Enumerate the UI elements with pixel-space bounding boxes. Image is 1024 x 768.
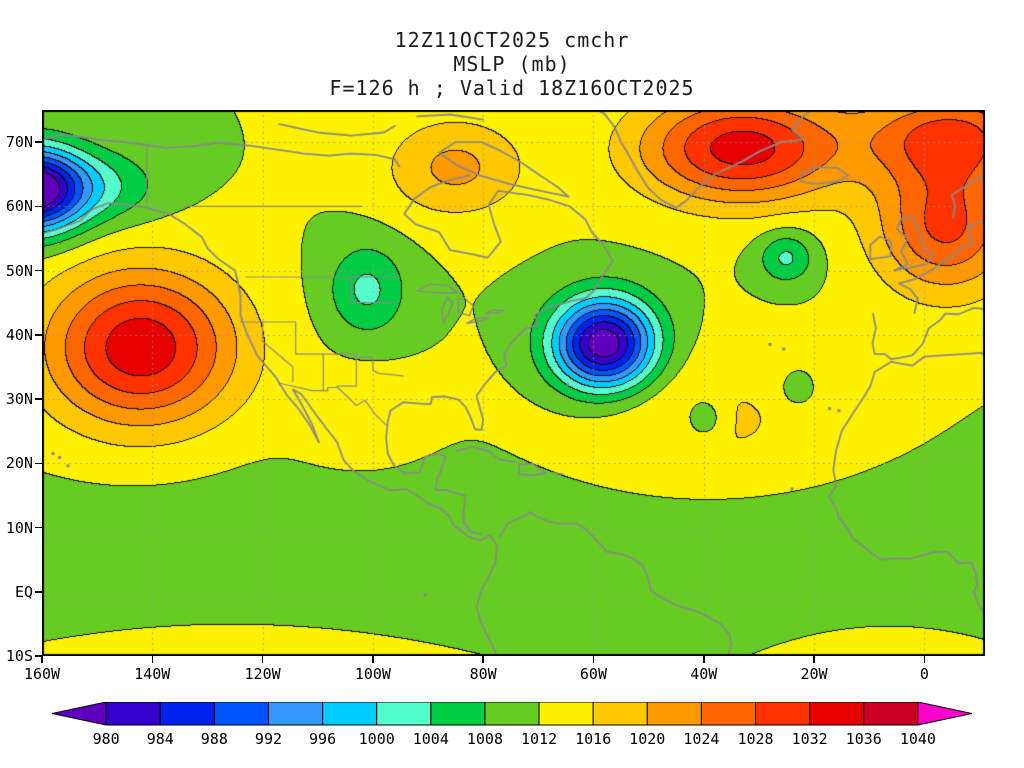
x-tick-label: 160W [23,665,61,683]
x-tick [592,656,595,663]
colorbar-cell [592,702,648,726]
colorbar-tick-label: 1020 [629,730,665,748]
colorbar-tick-label: 1028 [737,730,773,748]
colorbar-tick-label: 988 [201,730,228,748]
y-tick [35,269,42,272]
y-tick-label: 60N [5,197,33,216]
x-tick-label: 120W [244,665,281,683]
colorbar-cell [322,702,378,726]
colorbar-tick-label: 1000 [359,730,395,748]
colorbar-cell [159,702,215,726]
x-tick [151,656,154,663]
x-tick [703,656,705,663]
chart-title-valid: F=126 h ; Valid 18Z16OCT2025 [329,76,695,100]
colorbar-tick-label: 984 [147,730,174,748]
y-tick-label: 40N [5,325,33,344]
colorbar-cell [646,702,702,726]
colorbar-cell [213,702,269,726]
x-tick-label: 80W [469,665,497,683]
y-tick [35,462,42,465]
mslp-contour-map-canvas [42,110,985,656]
colorbar-cell [430,702,486,726]
colorbar-cell [863,702,919,726]
x-tick [813,656,815,663]
colorbar-tick-label: 1008 [467,730,503,748]
y-tick-label: 30N [5,390,33,409]
x-tick [41,656,43,663]
x-tick [923,656,926,663]
colorbar-tick-label: 980 [93,730,120,748]
colorbar-cell [267,702,324,726]
colorbar-tick-label: 1032 [792,730,828,748]
x-tick-label: 140W [134,665,171,683]
x-tick [372,656,374,663]
colorbar-tick-label: 1016 [575,730,611,748]
chart-title-variable: MSLP (mb) [453,52,571,76]
colorbar-cell [755,702,811,726]
pressure-colorbar: 980 984 988 992 996 1000 1004 1008 1012 1016 1020 1… [52,702,972,748]
colorbar-tick-label: 1024 [683,730,719,748]
colorbar-over-arrow [917,702,972,726]
y-tick [35,526,42,529]
y-tick-label: 70N [5,133,33,152]
colorbar-cell [376,702,432,726]
x-tick-label: 20W [800,665,828,683]
x-tick [482,656,484,663]
chart-title-run: 12Z11OCT2025 cmchr [394,28,630,52]
y-tick [35,205,42,208]
colorbar-cell [700,702,757,726]
colorbar-cell [105,702,161,726]
colorbar-tick-label: 996 [309,730,336,748]
y-tick [35,334,42,336]
x-tick-label: 0 [919,665,929,683]
y-tick-label: 10S [5,647,33,665]
x-tick-label: 40W [690,665,718,683]
colorbar-cell [538,702,594,726]
y-tick-label: EQ [14,582,33,601]
y-tick-label: 10N [5,518,33,537]
y-tick-label: 20N [5,454,33,473]
x-tick-label: 100W [354,665,391,683]
colorbar-cell [809,702,865,726]
colorbar-tick-label: 1012 [521,730,557,748]
colorbar-cell [484,702,540,726]
colorbar-tick-label: 1040 [900,730,936,748]
y-tick-label: 50N [5,261,33,280]
colorbar-tick-label: 1004 [413,730,449,748]
y-tick [35,141,42,143]
colorbar-under-arrow [52,702,107,726]
colorbar-tick-label: 992 [255,730,282,748]
colorbar-tick-label: 1036 [846,730,882,748]
y-tick [35,398,42,400]
x-tick [261,656,264,663]
y-tick [35,591,42,593]
y-tick [35,655,42,657]
x-tick-label: 60W [579,665,607,683]
